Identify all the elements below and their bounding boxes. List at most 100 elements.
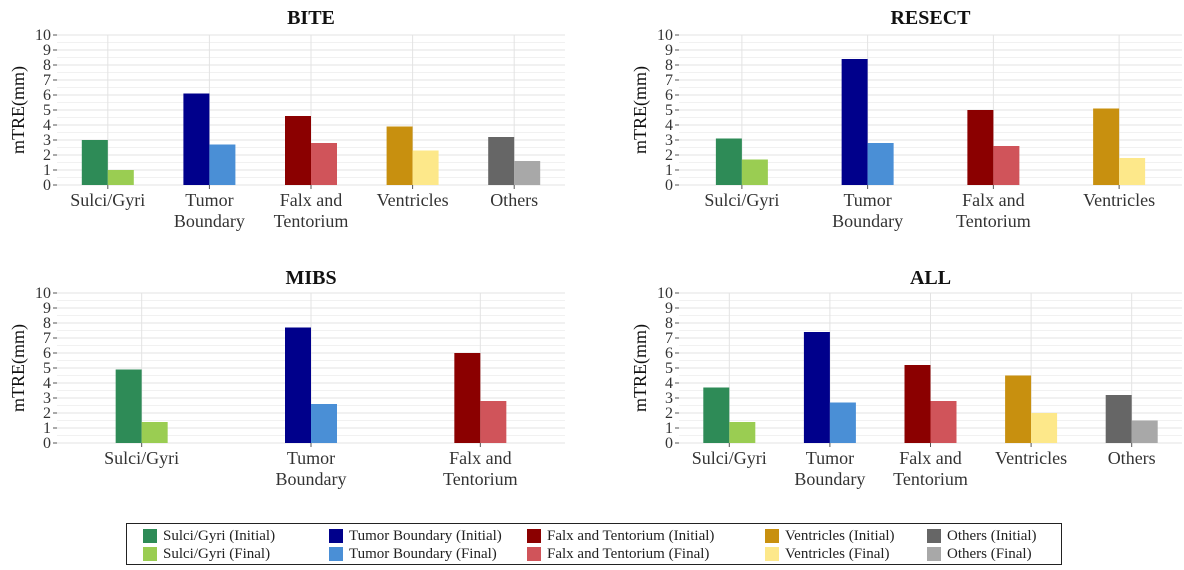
bar-sulci-gyri-final <box>141 422 168 443</box>
legend-item-ventricles-final: Ventricles (Final) <box>765 545 890 563</box>
legend-label-tumor-final: Tumor Boundary (Final) <box>349 545 497 562</box>
legend-label-sulci-initial: Sulci/Gyri (Initial) <box>163 527 276 544</box>
y-tick-label: 10 <box>657 27 673 44</box>
bar-falx-and-tentorium-final <box>993 146 1020 185</box>
y-axis-label: mTRE(mm) <box>8 324 29 412</box>
chart-title: ALL <box>910 267 951 289</box>
y-tick-label: 10 <box>657 285 673 302</box>
bar-falx-and-tentorium-initial <box>285 116 311 185</box>
y-tick-label: 3 <box>665 390 673 407</box>
bar-tumor-boundary-initial <box>183 93 210 185</box>
y-tick-label: 8 <box>43 57 51 74</box>
x-tick-label: Ventricles <box>995 448 1067 468</box>
x-tick-label: Falx and Tentorium <box>443 448 518 489</box>
y-tick-label: 1 <box>43 162 51 179</box>
y-tick-label: 7 <box>43 330 51 347</box>
bar-sulci-gyri-initial <box>703 387 730 443</box>
x-tick-label: Tumor Boundary <box>174 190 245 231</box>
x-tick-label: Falx and Tentorium <box>274 190 349 231</box>
legend-swatch-tumor-final <box>329 547 343 561</box>
y-tick-label: 4 <box>43 117 51 134</box>
bar-tumor-boundary-initial <box>285 327 311 443</box>
legend-swatch-ventricles-final <box>765 547 779 561</box>
bar-sulci-gyri-final <box>741 159 768 185</box>
y-tick-label: 4 <box>665 375 673 392</box>
legend-swatch-sulci-initial <box>143 529 157 543</box>
legend-label-tumor-initial: Tumor Boundary (Initial) <box>349 527 502 544</box>
bar-falx-and-tentorium-initial <box>454 353 481 443</box>
bar-ventricles-final <box>1031 413 1058 443</box>
legend-item-ventricles-initial: Ventricles (Initial) <box>765 527 895 545</box>
bar-tumor-boundary-initial <box>841 59 868 185</box>
x-tick-label: Sulci/Gyri <box>104 448 179 468</box>
legend-item-sulci-initial: Sulci/Gyri (Initial) <box>143 527 275 545</box>
bar-ventricles-initial <box>386 126 413 185</box>
y-tick-label: 5 <box>43 102 51 119</box>
x-tick-label: Sulci/Gyri <box>704 190 779 210</box>
x-tick-label: Sulci/Gyri <box>692 448 767 468</box>
y-tick-label: 1 <box>665 420 673 437</box>
y-tick-label: 2 <box>665 147 673 164</box>
y-tick-label: 7 <box>665 330 673 347</box>
y-tick-label: 3 <box>665 132 673 149</box>
y-tick-label: 6 <box>665 345 673 362</box>
x-tick-label: Sulci/Gyri <box>70 190 145 210</box>
x-tick-label: Others <box>490 190 538 210</box>
x-tick-label: Tumor Boundary <box>794 448 865 489</box>
bar-others-initial <box>488 137 515 185</box>
bar-sulci-gyri-initial <box>715 138 742 185</box>
bar-falx-and-tentorium-initial <box>967 110 994 185</box>
bar-tumor-boundary-initial <box>803 332 830 443</box>
y-tick-label: 0 <box>665 435 673 452</box>
bar-tumor-boundary-final <box>209 144 236 185</box>
y-tick-label: 2 <box>43 405 51 422</box>
y-tick-label: 9 <box>43 42 51 59</box>
legend: Sulci/Gyri (Initial) Tumor Boundary (Ini… <box>126 523 1062 565</box>
bar-others-initial <box>1105 395 1132 443</box>
legend-label-falx-initial: Falx and Tentorium (Initial) <box>547 527 715 544</box>
legend-item-sulci-final: Sulci/Gyri (Final) <box>143 545 270 563</box>
y-tick-label: 9 <box>665 42 673 59</box>
y-tick-label: 5 <box>665 360 673 377</box>
y-axis-label: mTRE(mm) <box>630 324 651 412</box>
legend-label-others-final: Others (Final) <box>947 545 1032 562</box>
y-tick-label: 0 <box>43 177 51 194</box>
bar-falx-and-tentorium-final <box>480 401 507 443</box>
legend-swatch-sulci-final <box>143 547 157 561</box>
chart-title: MIBS <box>285 267 336 289</box>
bar-tumor-boundary-final <box>829 402 856 443</box>
y-tick-label: 6 <box>665 87 673 104</box>
x-tick-label: Tumor Boundary <box>276 448 347 489</box>
y-tick-label: 4 <box>43 375 51 392</box>
y-tick-label: 1 <box>665 162 673 179</box>
y-tick-label: 0 <box>43 435 51 452</box>
legend-item-falx-initial: Falx and Tentorium (Initial) <box>527 527 714 545</box>
bar-others-final <box>514 161 541 185</box>
y-tick-label: 10 <box>35 27 51 44</box>
y-tick-label: 7 <box>665 72 673 89</box>
legend-label-sulci-final: Sulci/Gyri (Final) <box>163 545 271 562</box>
legend-swatch-others-final <box>927 547 941 561</box>
y-tick-label: 0 <box>665 177 673 194</box>
y-tick-label: 7 <box>43 72 51 89</box>
y-axis-label: mTRE(mm) <box>630 66 651 154</box>
y-tick-label: 8 <box>665 315 673 332</box>
legend-item-others-final: Others (Final) <box>927 545 1032 563</box>
x-tick-label: Falx and Tentorium <box>956 190 1031 231</box>
x-tick-label: Others <box>1108 448 1156 468</box>
y-tick-label: 6 <box>43 87 51 104</box>
bar-sulci-gyri-final <box>107 170 134 185</box>
bar-sulci-gyri-final <box>729 422 756 443</box>
y-tick-label: 5 <box>43 360 51 377</box>
legend-swatch-ventricles-initial <box>765 529 779 543</box>
legend-label-others-initial: Others (Initial) <box>947 527 1037 544</box>
legend-swatch-tumor-initial <box>329 529 343 543</box>
y-tick-label: 10 <box>35 285 51 302</box>
legend-swatch-others-initial <box>927 529 941 543</box>
legend-label-ventricles-final: Ventricles (Final) <box>785 545 890 562</box>
legend-label-ventricles-initial: Ventricles (Initial) <box>785 527 895 544</box>
